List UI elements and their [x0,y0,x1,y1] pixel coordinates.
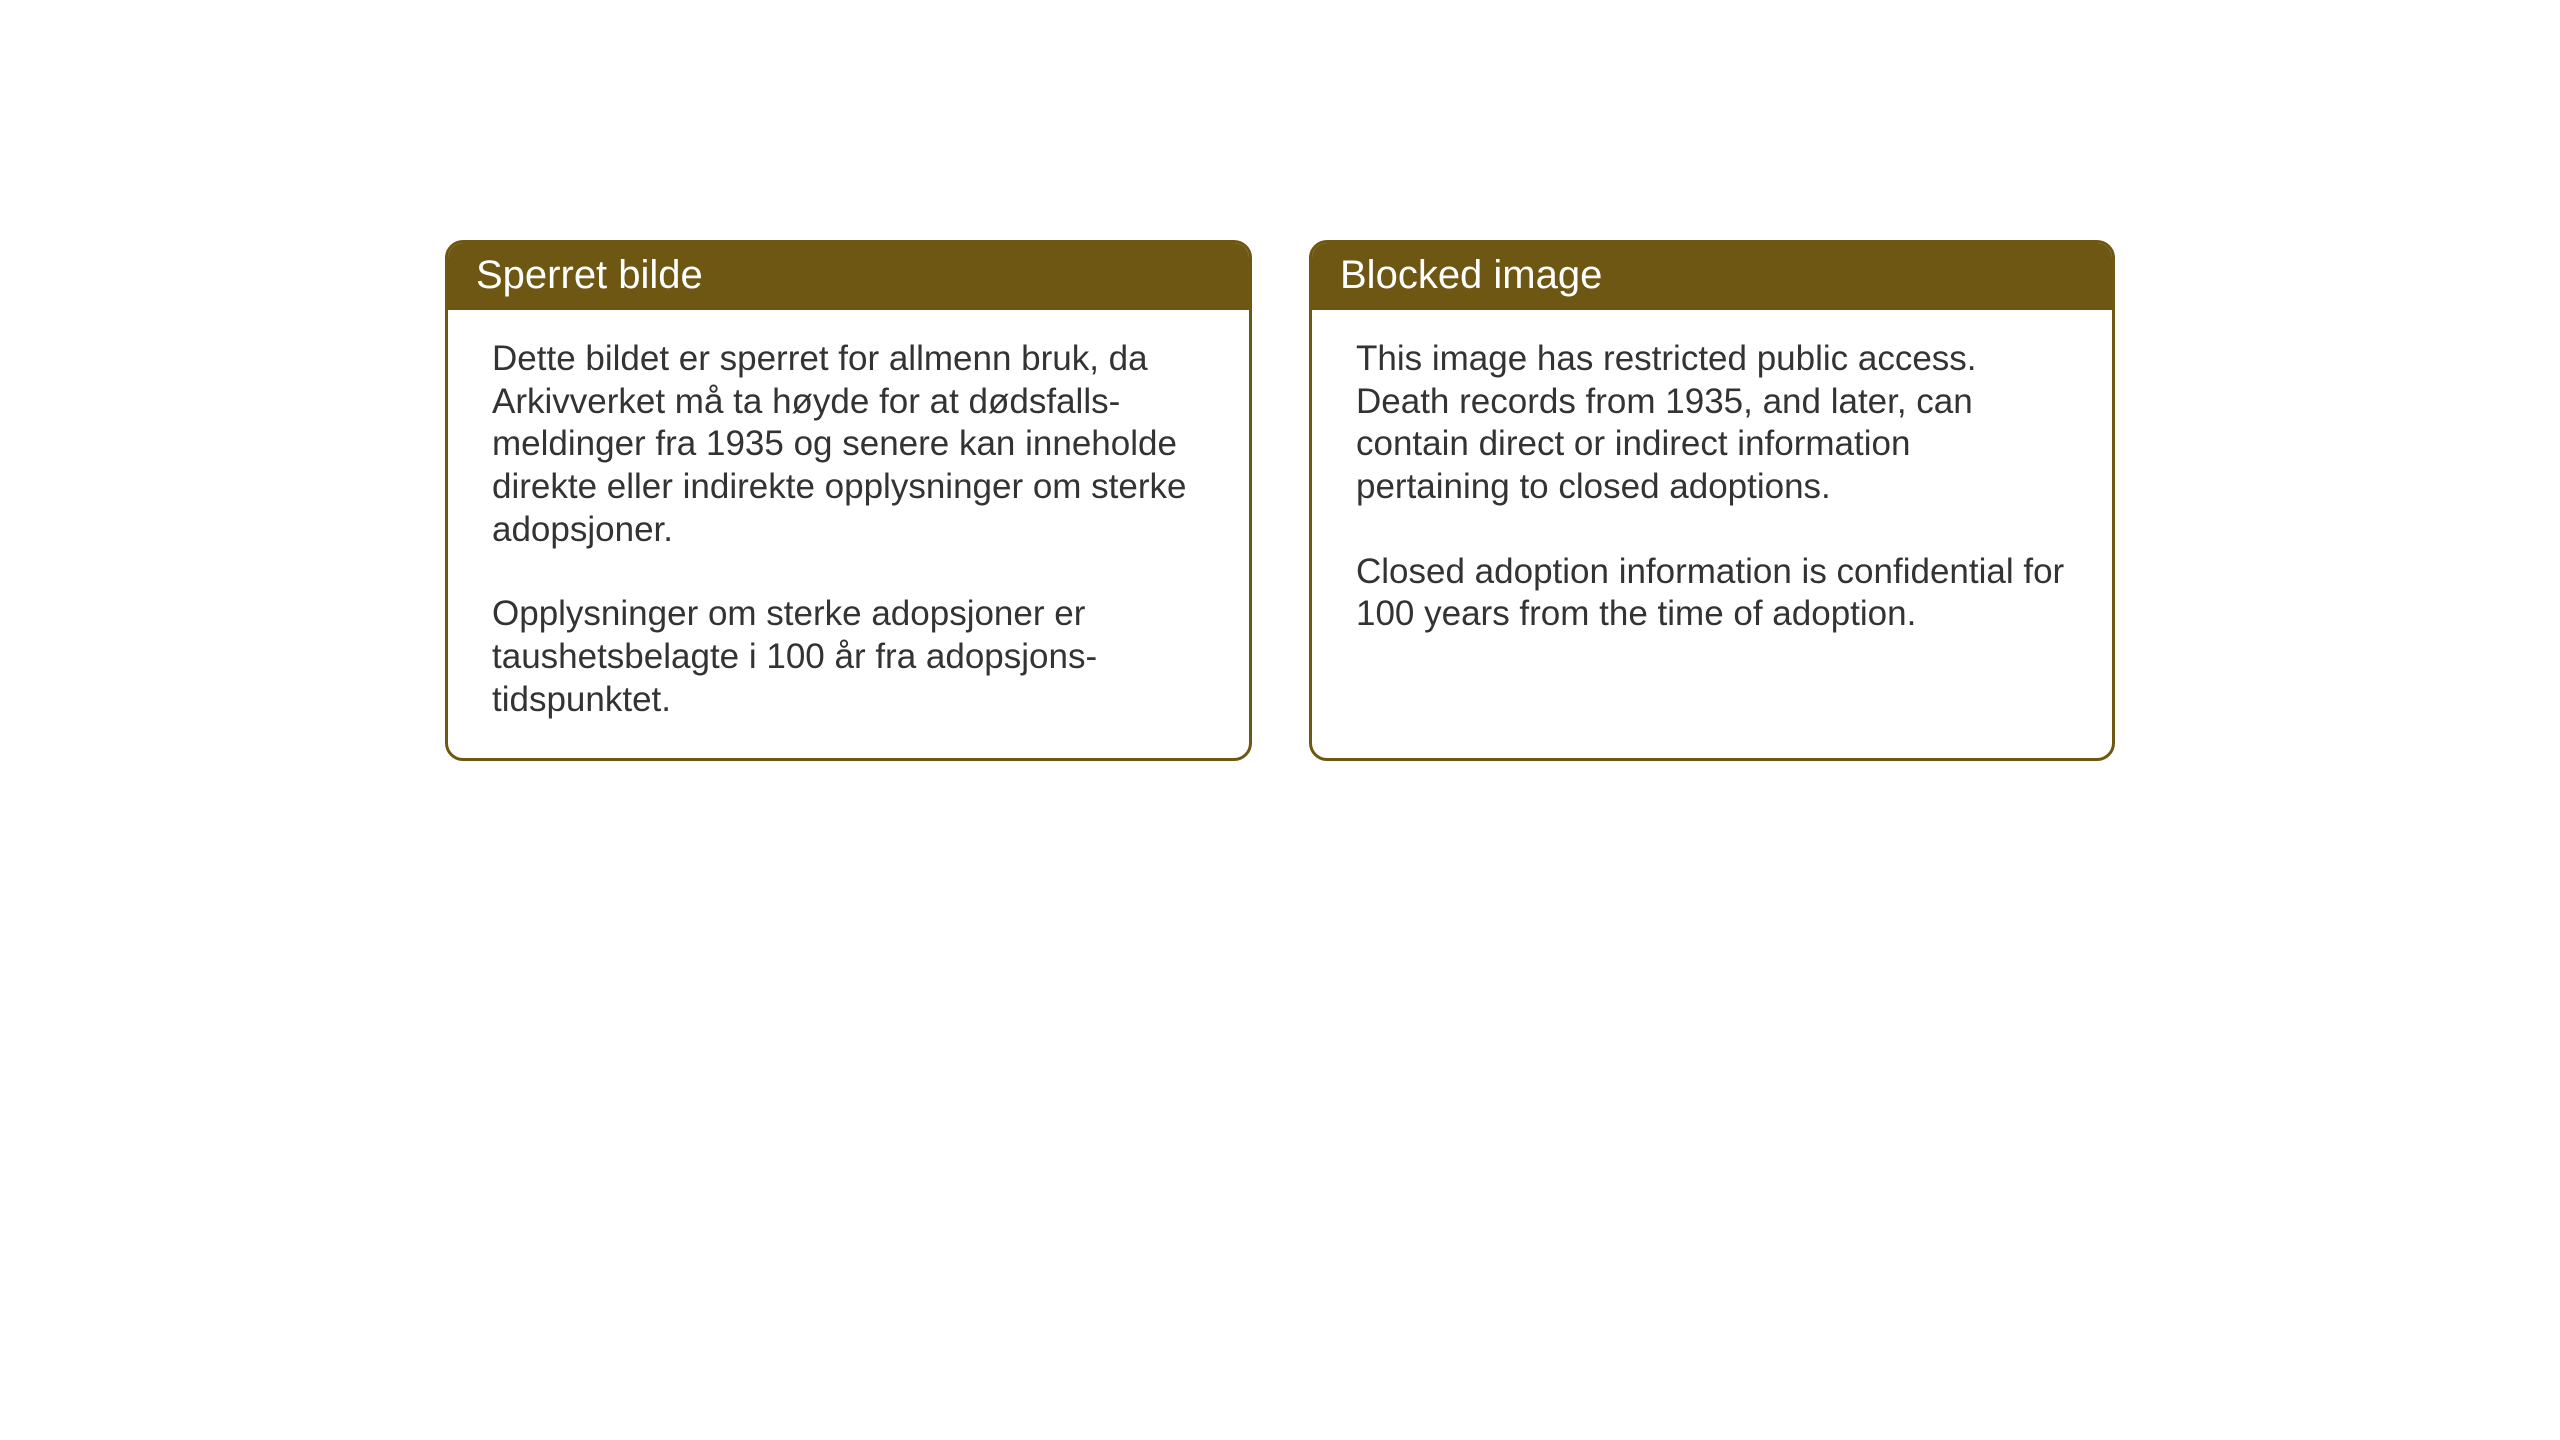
notice-panel-english: Blocked image This image has restricted … [1309,240,2115,761]
notice-paragraph-2-english: Closed adoption information is confident… [1356,551,2068,636]
notice-panel-norwegian: Sperret bilde Dette bildet er sperret fo… [445,240,1252,761]
panel-title-english: Blocked image [1312,243,2112,310]
panel-title-norwegian: Sperret bilde [448,243,1249,310]
notice-paragraph-1-norwegian: Dette bildet er sperret for allmenn bruk… [492,338,1205,551]
notice-container: Sperret bilde Dette bildet er sperret fo… [445,240,2115,761]
notice-paragraph-2-norwegian: Opplysninger om sterke adopsjoner er tau… [492,593,1205,721]
notice-paragraph-1-english: This image has restricted public access.… [1356,338,2068,509]
panel-body-norwegian: Dette bildet er sperret for allmenn bruk… [448,310,1249,758]
panel-body-english: This image has restricted public access.… [1312,310,2112,714]
